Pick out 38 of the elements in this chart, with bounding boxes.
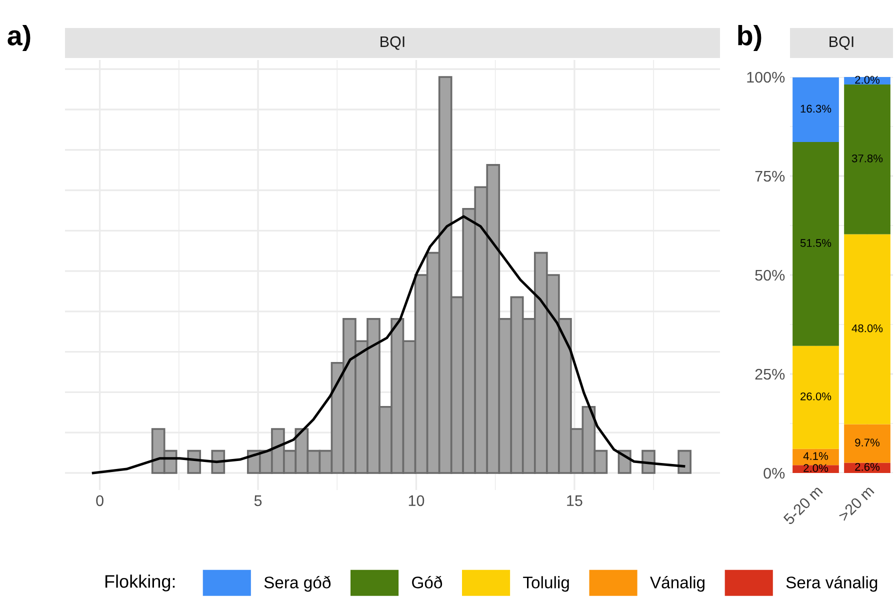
legend-label: Sera vánalig xyxy=(786,576,878,592)
text: b) xyxy=(738,25,762,51)
data-label: 37.8% xyxy=(852,154,883,162)
bar xyxy=(792,346,839,449)
data-label: 16.3% xyxy=(800,104,832,113)
text: a) xyxy=(8,25,30,51)
data-label: 9.7% xyxy=(855,438,880,446)
bar xyxy=(844,462,890,473)
legend-title: Flokking: xyxy=(105,574,175,592)
x-tick-label: 0 xyxy=(96,495,104,506)
y-tick-label: 0% xyxy=(764,468,785,479)
bar xyxy=(844,234,890,424)
bar xyxy=(792,142,839,346)
legend-label: Vánalig xyxy=(650,576,704,592)
data-label: 48.0% xyxy=(852,324,883,332)
x-tick-label: 10 xyxy=(408,495,424,506)
data-label: 2.0% xyxy=(855,76,880,84)
y-tick-label: 100% xyxy=(747,72,785,83)
data-label: 26.0% xyxy=(800,392,832,400)
x-tick-label: >20 m xyxy=(838,485,874,522)
bar xyxy=(792,77,839,142)
x-tick-label: 5 xyxy=(254,495,262,506)
data-label: 2.6% xyxy=(855,462,880,471)
chart-title: BQI xyxy=(380,36,404,50)
bar xyxy=(844,424,890,463)
legend-label: Góð xyxy=(412,576,442,588)
chart-title: BQI xyxy=(830,36,854,50)
bar xyxy=(792,448,839,466)
y-tick-label: 75% xyxy=(755,170,785,182)
legend-label: Sera góð xyxy=(264,576,331,592)
y-tick-label: 50% xyxy=(755,270,785,281)
bar xyxy=(844,84,890,234)
data-label: 2.0% xyxy=(804,464,828,472)
data-label: 51.5% xyxy=(800,239,832,247)
data-label: 4.1% xyxy=(803,452,828,460)
x-tick-label: 15 xyxy=(567,495,582,506)
legend-label: Tolulig xyxy=(523,576,569,592)
y-tick-label: 25% xyxy=(755,368,785,380)
